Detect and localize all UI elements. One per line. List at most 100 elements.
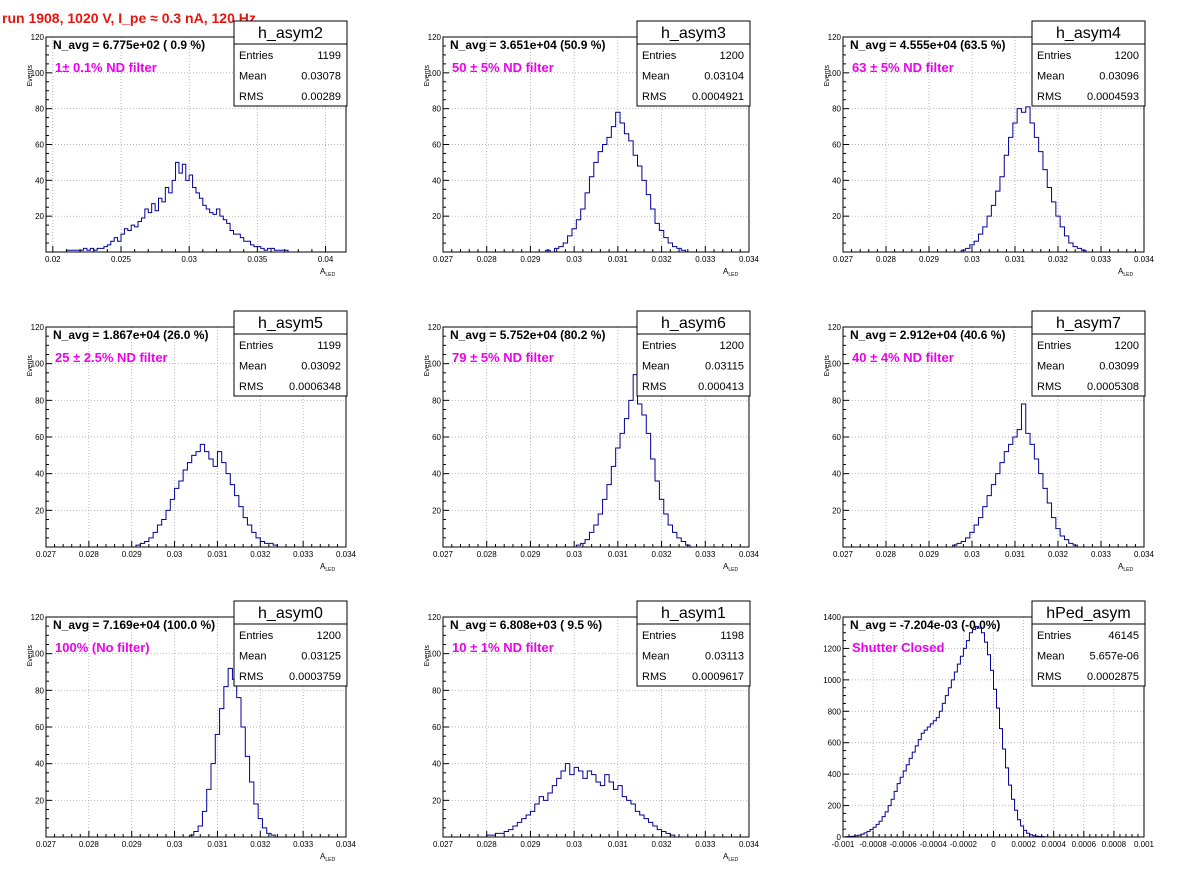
- x-tick-label: 0.031: [207, 840, 228, 849]
- stats-box: [636, 310, 751, 397]
- y-tick-label: 400: [828, 770, 842, 779]
- x-tick-label: 0.028: [477, 840, 498, 849]
- x-tick-label: 0.033: [695, 255, 716, 264]
- stat-label: RMS: [239, 91, 263, 103]
- x-tick-label: 0.025: [111, 255, 132, 264]
- stat-label: Mean: [239, 361, 267, 373]
- stats-box: [1031, 310, 1146, 397]
- y-tick-label: 40: [432, 470, 441, 479]
- x-tick-label: 0.034: [1134, 550, 1155, 559]
- histogram-line: [960, 106, 1087, 252]
- y-axis-label: Events: [27, 355, 34, 377]
- x-tick-label: 0.032: [652, 840, 673, 849]
- x-tick-label: 0.029: [520, 550, 541, 559]
- x-axis-label: ALED: [320, 267, 335, 278]
- navg-text: N_avg = 1.867e+04 (26.0 %): [53, 328, 208, 342]
- y-tick-label: 20: [432, 796, 441, 805]
- y-tick-label: 120: [31, 323, 45, 332]
- y-axis-label: Events: [424, 645, 431, 667]
- y-tick-label: 120: [828, 33, 842, 42]
- y-tick-label: 1000: [823, 676, 841, 685]
- y-tick-label: 60: [432, 141, 441, 150]
- y-axis-label: Events: [424, 355, 431, 377]
- y-tick-label: 100: [428, 650, 442, 659]
- x-tick-label: 0.033: [695, 550, 716, 559]
- filter-label: 40 ± 4% ND filter: [852, 350, 954, 365]
- y-tick-label: 80: [35, 686, 44, 695]
- x-axis-label: ALED: [723, 562, 738, 573]
- x-tick-label: -0.0006: [890, 840, 918, 849]
- panel-h_asym5: 0.027 0.028 0.029 0.03 0.031 0.032 0.033 0.034 2…: [27, 310, 357, 573]
- y-tick-label: 60: [832, 141, 841, 150]
- navg-text: N_avg = 5.752e+04 (80.2 %): [450, 328, 605, 342]
- x-tick-label: 0.028: [79, 550, 100, 559]
- panel-h_asym3: 0.027 0.028 0.029 0.03 0.031 0.032 0.033 0.034 2…: [424, 20, 760, 278]
- y-tick-label: 100: [828, 360, 842, 369]
- y-tick-label: 20: [35, 212, 44, 221]
- stat-label: Entries: [642, 340, 677, 352]
- panel-h_asym1: 0.027 0.028 0.029 0.03 0.031 0.032 0.033 0.034 2…: [424, 600, 760, 863]
- y-tick-label: 100: [428, 69, 442, 78]
- filter-label: 50 ± 5% ND filter: [452, 60, 554, 75]
- stat-label: RMS: [1037, 91, 1061, 103]
- stat-value: 0.0009617: [692, 671, 744, 683]
- stat-label: Mean: [642, 651, 670, 663]
- x-tick-label: 0.032: [652, 255, 673, 264]
- x-tick-label: 0.031: [608, 840, 629, 849]
- stat-value: 0.03104: [704, 71, 744, 83]
- y-axis-label: Events: [824, 65, 831, 87]
- stat-label: Mean: [239, 71, 267, 83]
- x-tick-label: 0.027: [433, 550, 454, 559]
- histogram-name: h_asym0: [258, 605, 323, 622]
- y-tick-label: 40: [432, 760, 441, 769]
- histogram-name: h_asym4: [1056, 25, 1121, 42]
- histogram-name: hPed_asym: [1046, 605, 1131, 622]
- histogram-name: h_asym5: [258, 315, 323, 332]
- stats-box: [636, 20, 751, 107]
- x-tick-label: 0.029: [520, 840, 541, 849]
- stat-value: 0.03125: [301, 651, 341, 663]
- navg-text: N_avg = 6.808e+03 ( 9.5 %): [450, 618, 602, 632]
- stat-value: 1198: [720, 630, 744, 642]
- x-axis-label: ALED: [723, 852, 738, 863]
- stat-value: 0.0004921: [692, 91, 744, 103]
- x-tick-label: 0.029: [919, 550, 940, 559]
- histogram-line: [575, 374, 691, 547]
- histogram-line: [135, 443, 278, 547]
- y-tick-label: 80: [432, 396, 441, 405]
- x-tick-label: 0.033: [695, 840, 716, 849]
- x-axis-label: ALED: [1118, 562, 1133, 573]
- stats-box: [233, 20, 348, 107]
- x-tick-label: 0.035: [247, 255, 268, 264]
- x-tick-label: 0.034: [739, 840, 760, 849]
- x-tick-label: 0.029: [122, 550, 143, 559]
- histogram-line: [952, 403, 1078, 547]
- y-tick-label: 100: [428, 360, 442, 369]
- y-tick-label: 60: [832, 433, 841, 442]
- histogram-name: h_asym7: [1056, 315, 1121, 332]
- stat-label: Entries: [1037, 340, 1072, 352]
- y-tick-label: 20: [35, 506, 44, 515]
- y-tick-label: 80: [832, 396, 841, 405]
- x-tick-label: 0.03: [964, 255, 980, 264]
- y-tick-label: 120: [428, 323, 442, 332]
- x-tick-label: 0.03: [566, 255, 582, 264]
- stat-label: Mean: [1037, 361, 1065, 373]
- x-tick-label: 0.03: [566, 550, 582, 559]
- x-tick-label: 0.027: [36, 550, 57, 559]
- x-tick-label: 0.0002: [1011, 840, 1036, 849]
- stat-value: 0.0005308: [1087, 381, 1139, 393]
- stat-value: 1200: [317, 630, 341, 642]
- x-tick-label: -0.0004: [920, 840, 948, 849]
- x-tick-label: 0.03: [167, 550, 183, 559]
- x-tick-label: 0.029: [122, 840, 143, 849]
- filter-label: 100% (No filter): [55, 640, 150, 655]
- y-tick-label: 60: [432, 723, 441, 732]
- navg-text: N_avg = -7.204e-03 (-0.0%): [850, 618, 1000, 632]
- x-tick-label: 0.032: [1048, 255, 1069, 264]
- stat-label: RMS: [239, 381, 263, 393]
- histogram-line: [486, 763, 676, 837]
- stat-value: 0.000413: [698, 381, 744, 393]
- y-tick-label: 0: [837, 833, 842, 842]
- stats-box: [1031, 20, 1146, 107]
